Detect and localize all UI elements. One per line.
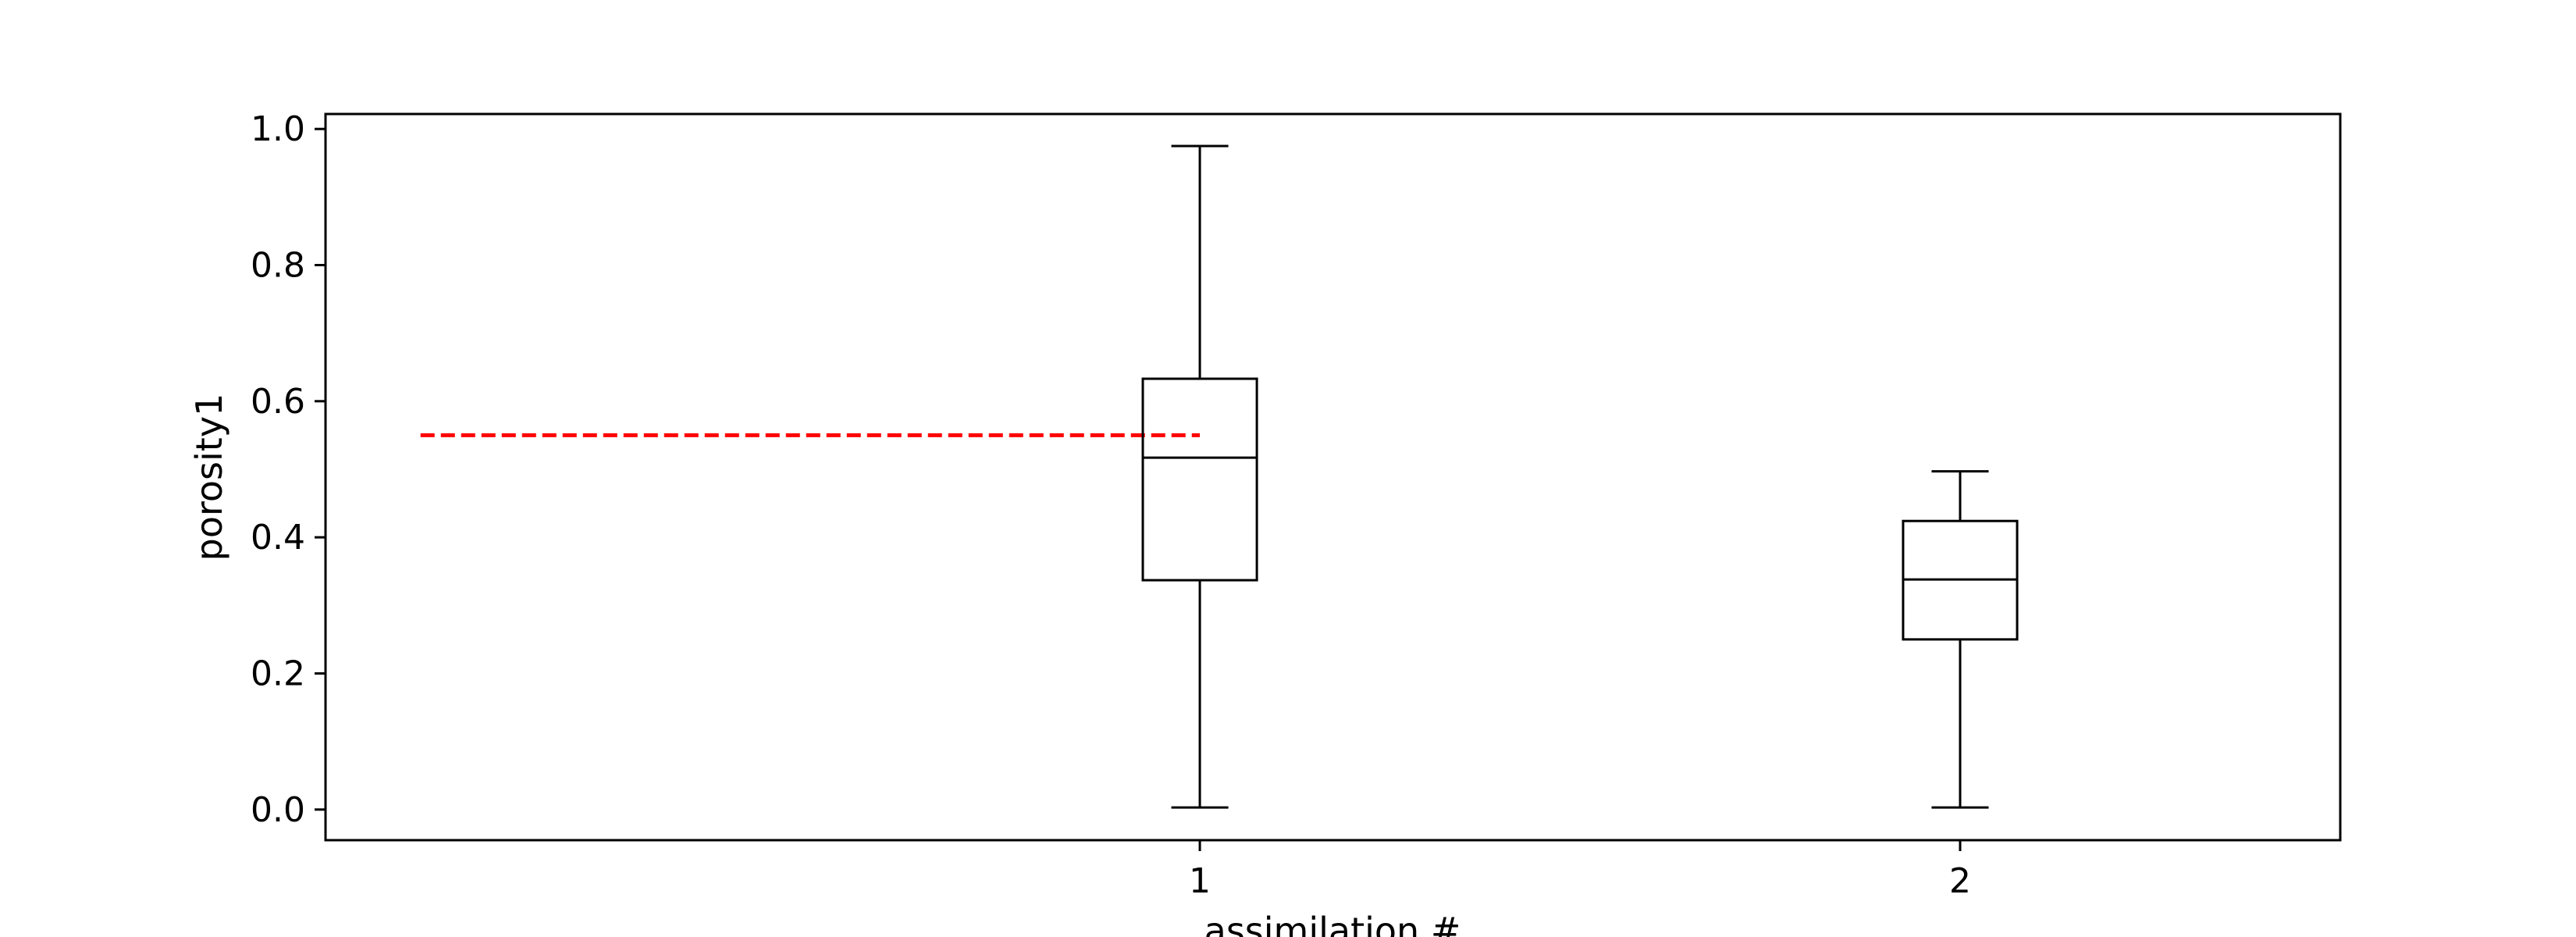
y-tick-label: 0.2 bbox=[251, 654, 305, 693]
y-tick-label: 0.4 bbox=[251, 518, 305, 558]
y-tick-label: 0.8 bbox=[251, 245, 305, 285]
y-axis: 0.0 0.2 0.4 0.6 0.8 1.0 bbox=[251, 109, 326, 830]
y-tick-label: 0.6 bbox=[251, 382, 305, 422]
plot-marks bbox=[420, 144, 2019, 809]
x-tick-label: 1 bbox=[1189, 861, 1211, 901]
y-axis-label: porosity1 bbox=[188, 394, 230, 561]
x-axis-label: assimilation # bbox=[1204, 910, 1461, 937]
box-1 bbox=[1141, 144, 1258, 809]
plot-frame bbox=[324, 112, 2342, 842]
x-tick-label: 2 bbox=[1949, 861, 1971, 901]
y-tick-label: 0.0 bbox=[251, 790, 305, 830]
box-iqr bbox=[1141, 377, 1258, 582]
box-2 bbox=[1902, 470, 2019, 809]
y-tick-label: 1.0 bbox=[251, 109, 305, 149]
